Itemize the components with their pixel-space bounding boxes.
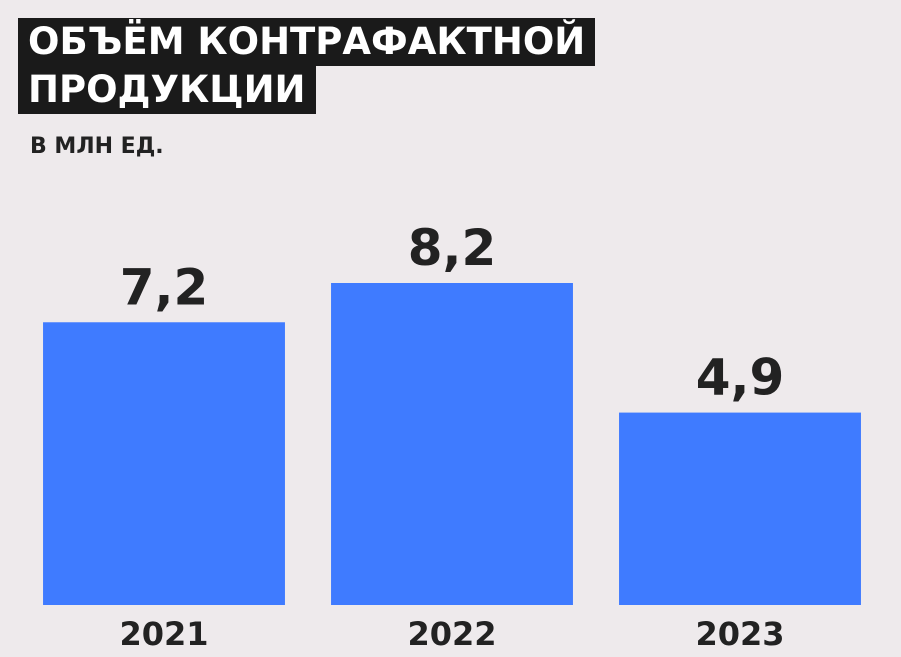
- x-tick-label: 2021: [119, 615, 208, 653]
- bar: [43, 322, 285, 605]
- value-label: 4,9: [696, 349, 785, 407]
- title-line: ОБЪЁМ КОНТРАФАКТНОЙ: [18, 18, 596, 66]
- value-label: 7,2: [120, 258, 209, 316]
- title-block: ОБЪЁМ КОНТРАФАКТНОЙ ПРОДУКЦИИ: [18, 18, 596, 114]
- x-tick-label: 2023: [695, 615, 784, 653]
- title-line: ПРОДУКЦИИ: [18, 66, 316, 114]
- value-label: 8,2: [408, 219, 497, 277]
- bar: [619, 412, 861, 605]
- x-tick-label: 2022: [407, 615, 496, 653]
- subtitle: В МЛН ЕД.: [30, 134, 164, 159]
- bar: [331, 283, 573, 605]
